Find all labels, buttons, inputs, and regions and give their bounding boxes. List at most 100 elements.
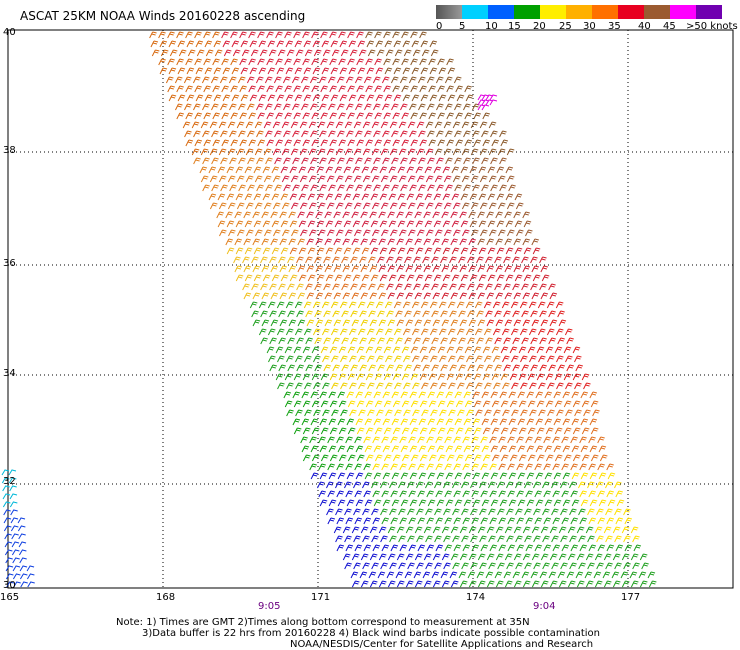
wind-barb — [477, 292, 486, 300]
wind-barb — [203, 112, 211, 120]
wind-barb — [347, 85, 355, 93]
wind-barb — [270, 265, 279, 273]
wind-barb — [490, 157, 498, 165]
wind-barb — [202, 184, 210, 192]
wind-barb — [426, 490, 434, 498]
wind-barb — [374, 112, 382, 120]
wind-barb — [472, 445, 481, 453]
wind-barb — [379, 274, 388, 282]
wind-barb — [480, 229, 488, 237]
wind-barb — [607, 499, 616, 507]
wind-barb — [505, 220, 514, 228]
wind-barb — [301, 418, 310, 426]
wind-barb — [390, 490, 398, 498]
wind-barb — [358, 409, 366, 417]
wind-barb — [522, 265, 531, 273]
wind-barb — [563, 454, 572, 462]
wind-barb — [287, 337, 295, 345]
wind-barb — [445, 157, 453, 165]
wind-barb — [494, 571, 503, 579]
wind-barb — [252, 238, 260, 246]
wind-barb — [450, 211, 458, 219]
wind-barb — [432, 265, 441, 273]
wind-barb — [594, 580, 603, 588]
wind-barb — [498, 463, 506, 471]
wind-barb — [200, 148, 209, 156]
wind-barb — [331, 382, 339, 390]
wind-barb — [545, 427, 554, 435]
wind-barb — [446, 454, 455, 462]
wind-barb — [578, 562, 586, 570]
wind-barb — [398, 562, 406, 570]
wind-barb — [508, 184, 516, 192]
wind-barb — [441, 211, 449, 219]
wind-barb — [194, 85, 202, 93]
wind-barb — [294, 328, 303, 336]
wind-barb — [354, 490, 362, 498]
wind-barb — [443, 121, 452, 129]
wind-barb — [203, 31, 211, 39]
wind-barb — [361, 166, 370, 174]
wind-barb — [366, 301, 375, 309]
wind-barb — [286, 49, 295, 57]
wind-barb — [454, 157, 462, 165]
wind-barb — [497, 481, 505, 489]
wind-barb — [398, 202, 407, 210]
wind-barb — [401, 112, 409, 120]
wind-barb — [490, 184, 498, 192]
wind-barb — [233, 256, 241, 264]
wind-barb — [531, 553, 540, 561]
wind-barb — [18, 549, 27, 556]
wind-barb — [332, 256, 340, 264]
wind-barb — [481, 104, 490, 111]
wind-barb — [439, 382, 447, 390]
wind-barb — [187, 49, 196, 57]
wind-barb — [510, 328, 519, 336]
wind-barb — [547, 409, 555, 417]
wind-barb — [488, 148, 497, 156]
wind-barb — [536, 373, 545, 381]
wind-barb — [375, 94, 384, 102]
wind-barb — [499, 418, 508, 426]
wind-barb — [366, 67, 375, 75]
wind-barb — [242, 283, 250, 291]
wind-barb — [420, 328, 429, 336]
wind-barb — [453, 490, 461, 498]
wind-barb — [508, 445, 517, 453]
wind-barb — [332, 283, 340, 291]
wind-barb — [517, 391, 526, 399]
lat-label-34: 34 — [3, 368, 16, 379]
wind-barb — [210, 76, 219, 84]
wind-barb — [391, 103, 399, 111]
wind-barb — [380, 562, 388, 570]
wind-barb — [425, 175, 434, 183]
wind-barb — [589, 499, 598, 507]
wind-barb — [481, 391, 490, 399]
wind-barb — [194, 112, 202, 120]
wind-barb — [423, 265, 432, 273]
lon-label-177: 177 — [621, 592, 641, 603]
wind-barb — [339, 94, 348, 102]
wind-barb — [378, 319, 387, 327]
wind-barb — [543, 517, 552, 525]
wind-barb — [26, 573, 35, 580]
wind-barb — [461, 481, 469, 489]
wind-barb — [616, 499, 625, 507]
lon-label-171: 171 — [311, 592, 331, 603]
wind-barb — [493, 355, 501, 363]
wind-barb — [478, 220, 487, 228]
wind-barb — [521, 283, 529, 291]
wind-barb — [532, 274, 541, 282]
wind-barb — [274, 184, 282, 192]
wind-barb — [249, 67, 258, 75]
wind-barb — [596, 535, 604, 543]
wind-barb — [343, 166, 352, 174]
wind-barb — [237, 76, 246, 84]
wind-barb — [543, 463, 551, 471]
wind-barb — [159, 40, 168, 48]
wind-barb — [369, 211, 377, 219]
wind-barb — [414, 580, 423, 588]
wind-barb — [472, 472, 481, 480]
wind-barb — [492, 328, 501, 336]
wind-barb — [263, 175, 272, 183]
